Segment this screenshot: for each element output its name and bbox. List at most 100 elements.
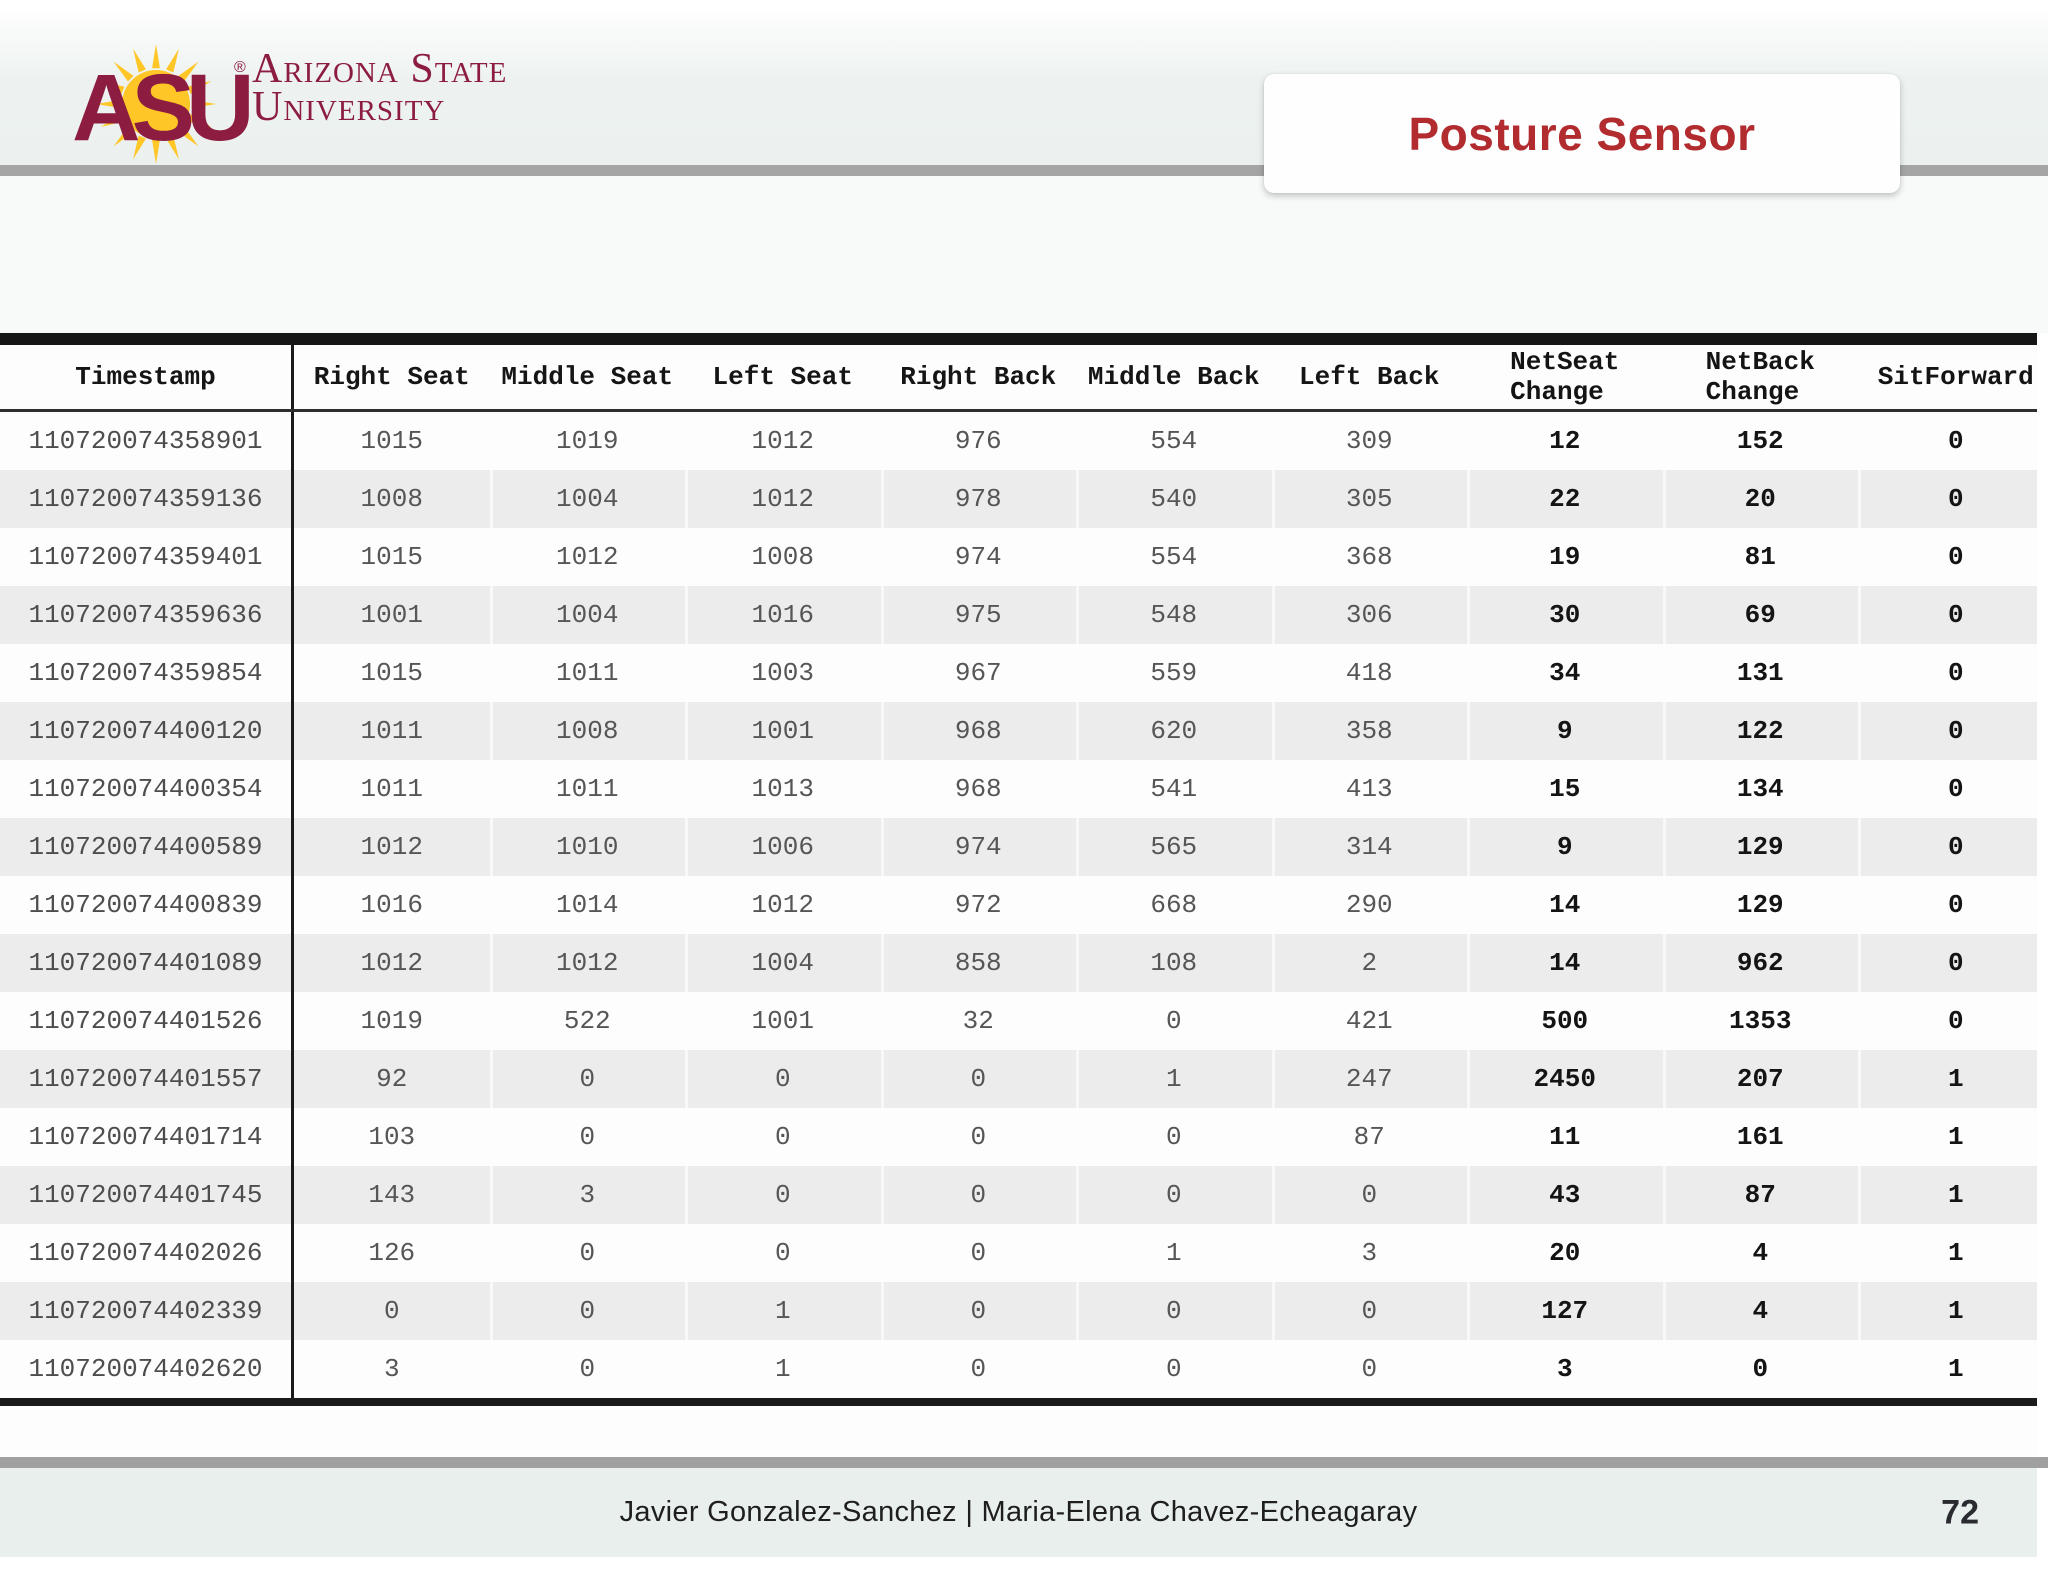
timestamp-cell: 110720074401557 [0,1050,294,1108]
value-cell: 500 [1541,1006,1589,1036]
value-cell: 413 [1345,774,1393,804]
value-cell: 1013 [751,774,814,804]
table-row: 110720074401526 1019 522 1001 32 0 421 500 1353 0 [0,992,2037,1050]
column-header: NetSeat Change [1510,347,1620,407]
value-cell: 1001 [685,702,881,760]
wordmark-line1: Arizona State [252,46,508,92]
value-cell: 0 [1361,1354,1378,1384]
value-cell: 1 [1076,1050,1272,1108]
value-cell: 0 [881,1050,1077,1108]
timestamp-cell: 110720074359136 [0,470,294,528]
value-cell: 0 [970,1122,987,1152]
value-cell: 1012 [751,426,814,456]
top-divider-bar [0,165,2048,176]
value-cell: 15 [1549,774,1581,804]
value-cell: 0 [970,1354,987,1384]
slide-title: Posture Sensor [1408,107,1756,160]
value-cell: 0 [1947,658,1964,688]
value-cell: 108 [1076,934,1272,992]
value-cell: 0 [490,1282,686,1340]
timestamp-cell: 110720074402026 [0,1224,294,1282]
value-cell: 0 [1947,774,1964,804]
value-cell: 0 [1272,1282,1468,1340]
value-cell: 126 [368,1238,416,1268]
value-cell: 620 [1076,702,1272,760]
value-cell: 972 [954,890,1002,920]
value-cell: 2 [1272,934,1468,992]
timestamp-cell: 110720074359854 [0,644,294,702]
value-cell: 14 [1467,934,1663,992]
value-cell: 0 [1165,1006,1182,1036]
sunburst-icon [96,44,216,164]
value-cell: 1010 [490,818,686,876]
timestamp-cell: 110720074401714 [0,1108,294,1166]
value-cell: 1008 [360,484,423,514]
value-cell: 1 [774,1354,791,1384]
table-row: 110720074359401 1015 1012 1008 974 554 368 19 81… [0,528,2037,586]
value-cell: 1004 [685,934,881,992]
table-row: 110720074401745 143 3 0 0 0 0 43 87 1 [0,1166,2037,1224]
value-cell: 0 [1947,426,1964,456]
value-cell: 0 [1947,542,1964,572]
value-cell: 20 [1549,1238,1581,1268]
asu-logo: ASU ® Arizona State University [70,42,590,168]
footer-divider-bar [0,1457,2048,1468]
value-cell: 0 [579,1122,596,1152]
registered-mark: ® [234,59,246,76]
value-cell: 11 [1549,1122,1581,1152]
asu-logo-mark: ASU ® [72,44,250,164]
value-cell: 12 [1549,426,1581,456]
value-cell: 0 [1858,934,2037,992]
value-cell: 290 [1345,890,1393,920]
value-cell: 974 [954,542,1002,572]
value-cell: 540 [1076,470,1272,528]
asu-letters: ASU [72,55,249,161]
value-cell: 207 [1663,1050,1859,1108]
value-cell: 152 [1736,426,1784,456]
column-header: Left Back [1299,362,1440,392]
value-cell: 0 [1858,702,2037,760]
value-cell: 30 [1467,586,1663,644]
value-cell: 43 [1467,1166,1663,1224]
timestamp-cell: 110720074401089 [0,934,294,992]
value-cell: 548 [1076,586,1272,644]
column-header: Left Seat [712,362,853,392]
value-cell: 1 [1947,1122,1964,1152]
page-number: 72 [1941,1493,1979,1531]
value-cell: 0 [1947,1006,1964,1036]
value-cell: 129 [1736,890,1784,920]
value-cell: 92 [376,1064,408,1094]
value-cell: 4 [1663,1282,1859,1340]
value-cell: 1003 [751,658,814,688]
table-row: 110720074401714 103 0 0 0 0 87 11 161 1 [0,1108,2037,1166]
value-cell: 1001 [751,1006,814,1036]
below-table-gap [0,1406,2037,1457]
timestamp-cell: 110720074402620 [0,1340,294,1398]
value-cell: 4 [1752,1238,1769,1268]
value-cell: 0 [490,1050,686,1108]
wordmark-line2: University [252,84,446,130]
value-cell: 1008 [751,542,814,572]
value-cell: 1 [1947,1238,1964,1268]
timestamp-cell: 110720074400354 [0,760,294,818]
title-card: Posture Sensor [1264,74,1900,193]
value-cell: 127 [1467,1282,1663,1340]
timestamp-cell: 110720074359636 [0,586,294,644]
value-cell: 1 [1947,1354,1964,1384]
value-cell: 962 [1663,934,1859,992]
value-cell: 668 [1150,890,1198,920]
table-body: 110720074358901 1015 1019 1012 976 554 309 12 15… [0,412,2037,1398]
value-cell: 1 [1165,1238,1182,1268]
table-row: 110720074402026 126 0 0 0 1 3 20 4 1 [0,1224,2037,1282]
value-cell: 1011 [556,774,619,804]
table-header-row: Timestamp Right Seat Middle Seat Left Seat R… [0,345,2037,412]
value-cell: 968 [954,774,1002,804]
value-cell: 103 [368,1122,416,1152]
value-cell: 161 [1736,1122,1784,1152]
value-cell: 1008 [490,702,686,760]
value-cell: 0 [881,1166,1077,1224]
value-cell: 967 [954,658,1002,688]
table-row: 110720074359636 1001 1004 1016 975 548 306 30 69… [0,586,2037,644]
column-header: NetBack Change [1705,347,1815,407]
